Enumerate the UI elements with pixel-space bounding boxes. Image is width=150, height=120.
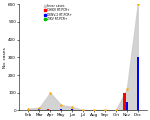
Bar bbox=[60, 109, 62, 110]
Legend: fever cases, CHIKV RT-PCR+, DENV-2 RT-PCR+, ZIKV RT-PCR+: fever cases, CHIKV RT-PCR+, DENV-2 RT-PC… bbox=[44, 4, 72, 22]
Bar bbox=[123, 93, 126, 110]
Bar bbox=[46, 109, 49, 110]
Bar bbox=[136, 57, 139, 110]
Y-axis label: No. cases: No. cases bbox=[3, 47, 7, 68]
Bar bbox=[71, 109, 73, 110]
Bar bbox=[126, 102, 128, 110]
Bar bbox=[38, 109, 40, 110]
